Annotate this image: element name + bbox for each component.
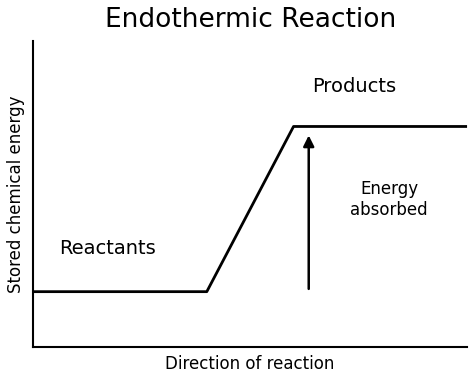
Text: Products: Products	[312, 77, 396, 96]
Y-axis label: Stored chemical energy: Stored chemical energy	[7, 95, 25, 293]
Title: Endothermic Reaction: Endothermic Reaction	[105, 7, 396, 33]
X-axis label: Direction of reaction: Direction of reaction	[165, 355, 335, 373]
Text: Energy
absorbed: Energy absorbed	[350, 180, 428, 219]
Text: Reactants: Reactants	[59, 239, 155, 258]
